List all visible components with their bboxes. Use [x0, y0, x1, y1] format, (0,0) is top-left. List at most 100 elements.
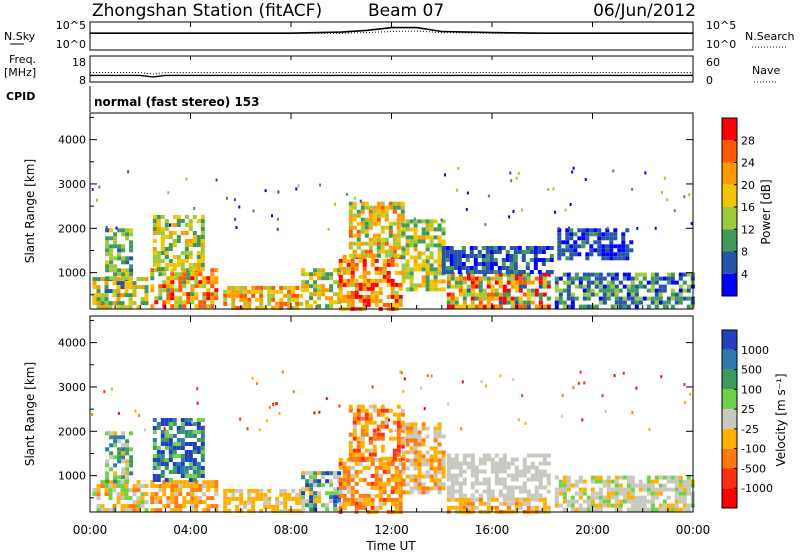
heatmap-cell	[474, 497, 479, 502]
heatmap-cell	[132, 484, 137, 489]
heatmap-cell	[566, 280, 571, 285]
heatmap-cell	[352, 225, 357, 230]
heatmap-cell	[630, 495, 635, 500]
heatmap-cell	[390, 485, 395, 490]
heatmap-cell	[392, 412, 397, 417]
heatmap-cell	[255, 285, 260, 290]
heatmap-cell	[546, 284, 551, 289]
heatmap-cell	[108, 430, 111, 434]
heatmap-cell	[441, 250, 446, 254]
heatmap-cell	[368, 245, 373, 250]
heatmap-cell	[437, 430, 442, 435]
heatmap-cell	[196, 450, 201, 454]
heatmap-cell	[398, 286, 403, 291]
heatmap-cell	[186, 296, 191, 301]
heatmap-cell	[405, 275, 410, 280]
heatmap-cell	[401, 223, 406, 228]
heatmap-cell	[174, 304, 179, 309]
heatmap-cell	[458, 288, 463, 293]
heatmap-cell	[590, 272, 595, 277]
heatmap-cell	[666, 487, 671, 492]
heatmap-cell	[354, 505, 359, 510]
heatmap-cell	[403, 377, 406, 381]
heatmap-cell	[405, 267, 410, 272]
heatmap-cell	[425, 450, 430, 455]
heatmap-cell	[309, 499, 314, 504]
heatmap-cell	[510, 477, 515, 482]
heatmap-cell	[124, 293, 129, 298]
heatmap-cell	[394, 477, 399, 482]
heatmap-cell	[172, 418, 177, 422]
heatmap-cell	[654, 300, 659, 305]
heatmap-cell	[184, 454, 189, 458]
heatmap-cell	[433, 458, 438, 463]
heatmap-cell	[409, 235, 414, 240]
heatmap-cell	[227, 289, 232, 294]
heatmap-cell	[192, 474, 197, 478]
heatmap-cell	[144, 508, 149, 513]
heatmap-cell	[394, 270, 399, 275]
heatmap-cell	[457, 254, 462, 258]
heatmap-cell	[541, 246, 546, 250]
heatmap-cell	[368, 221, 373, 226]
heatmap-cell	[160, 267, 165, 271]
heatmap-cell	[490, 505, 495, 510]
heatmap-cell	[566, 304, 571, 309]
heatmap-cell	[150, 508, 155, 513]
heatmap-cell	[526, 497, 531, 502]
heatmap-cell	[498, 272, 503, 277]
heatmap-cell	[247, 492, 252, 497]
heatmap-cell	[354, 469, 359, 474]
heatmap-cell	[510, 272, 515, 277]
heatmap-cell	[380, 241, 385, 246]
heatmap-cell	[287, 285, 292, 290]
heatmap-cell	[295, 187, 298, 191]
heatmap-cell	[437, 470, 442, 475]
heatmap-cell	[180, 430, 185, 434]
heatmap-cell	[364, 412, 369, 417]
heatmap-cell	[346, 266, 351, 271]
heatmap-cell	[358, 505, 363, 510]
heatmap-cell	[125, 228, 130, 233]
heatmap-cell	[617, 256, 622, 261]
heatmap-cell	[374, 505, 379, 510]
heatmap-cell	[136, 480, 141, 485]
heatmap-cell	[342, 481, 347, 486]
heatmap-cell	[441, 227, 446, 232]
heatmap-cell	[609, 240, 614, 245]
beam-title: Beam 07	[368, 1, 444, 21]
heatmap-cell	[433, 466, 438, 471]
heatmap-cell	[166, 500, 171, 505]
heatmap-cell	[629, 248, 634, 253]
heatmap-cell	[247, 289, 252, 294]
heatmap-cell	[450, 304, 455, 309]
heatmap-cell	[200, 259, 205, 263]
heatmap-cell	[570, 503, 575, 508]
heatmap-cell	[429, 478, 434, 483]
heatmap-cell	[638, 499, 643, 504]
heatmap-cell	[682, 272, 687, 277]
heatmap-cell	[362, 270, 367, 275]
heatmap-cell	[338, 258, 343, 263]
heatmap-cell	[522, 473, 527, 478]
colorbar-segment	[722, 273, 737, 297]
heatmap-cell	[484, 223, 487, 227]
heatmap-cell	[533, 266, 538, 270]
heatmap-cell	[518, 473, 523, 478]
heatmap-cell	[166, 292, 171, 297]
heatmap-cell	[470, 505, 475, 510]
heatmap-cell	[370, 497, 375, 502]
heatmap-cell	[502, 288, 507, 293]
heatmap-cell	[429, 271, 434, 276]
heatmap-cell	[542, 304, 547, 309]
heatmap-cell	[301, 471, 306, 476]
heatmap-cell	[686, 288, 691, 293]
heatmap-cell	[585, 252, 590, 257]
heatmap-cell	[635, 386, 638, 390]
heatmap-cell	[638, 300, 643, 305]
heatmap-cell	[325, 304, 330, 309]
heatmap-cell	[449, 246, 454, 250]
heatmap-cell	[329, 288, 334, 293]
heatmap-cell	[160, 259, 165, 263]
heatmap-cell	[429, 462, 434, 467]
